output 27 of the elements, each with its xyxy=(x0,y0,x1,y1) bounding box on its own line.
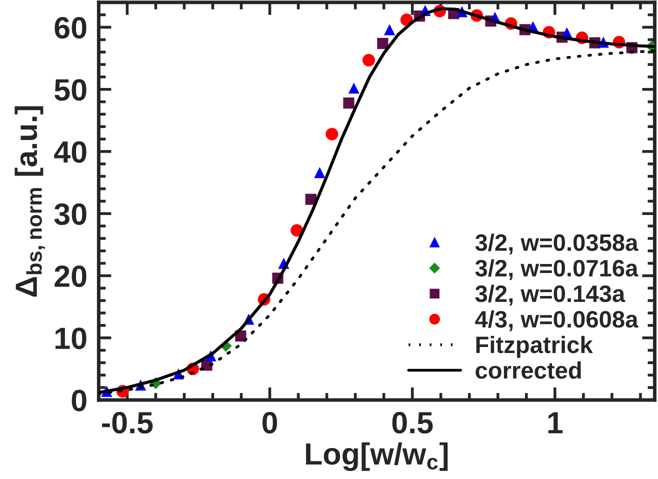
y-tick-label: 10 xyxy=(56,328,86,350)
y-axis-title: Δ$_{bs,norm}$ [a.u.] xyxy=(14,106,46,297)
x-tick-label: -0.5 xyxy=(102,412,153,434)
legend-label: 4/3, w=0.0608a xyxy=(475,310,638,332)
legend-label: 3/2, w=0.143a xyxy=(475,284,626,306)
y-tick-label: 20 xyxy=(54,265,86,288)
x-tick-label: 0.5 xyxy=(392,412,433,434)
legend-label: corrected xyxy=(476,361,581,379)
y-tick-label: 60 xyxy=(54,16,86,39)
x-tick-label: 1 xyxy=(548,412,563,434)
point xyxy=(314,167,326,178)
point xyxy=(326,128,338,140)
legend-label: 3/2, w=0.0716a xyxy=(475,259,638,280)
x-tick-label: 0 xyxy=(262,412,278,434)
point xyxy=(348,82,360,94)
legend-label: 3/2, w=0.0358a xyxy=(475,234,638,254)
y-tick-label: 40 xyxy=(54,141,86,163)
x-axis-title: Log[w/w$_{c}$] xyxy=(306,442,448,471)
y-tick-label: 50 xyxy=(54,79,86,101)
point xyxy=(290,224,304,237)
point xyxy=(384,24,396,36)
legend-label: Fitzpatrick xyxy=(476,336,593,358)
y-tick-label: 30 xyxy=(54,203,86,226)
y-tick-label: 0 xyxy=(72,390,86,412)
point xyxy=(377,38,388,49)
point xyxy=(343,97,354,109)
point xyxy=(362,54,375,66)
